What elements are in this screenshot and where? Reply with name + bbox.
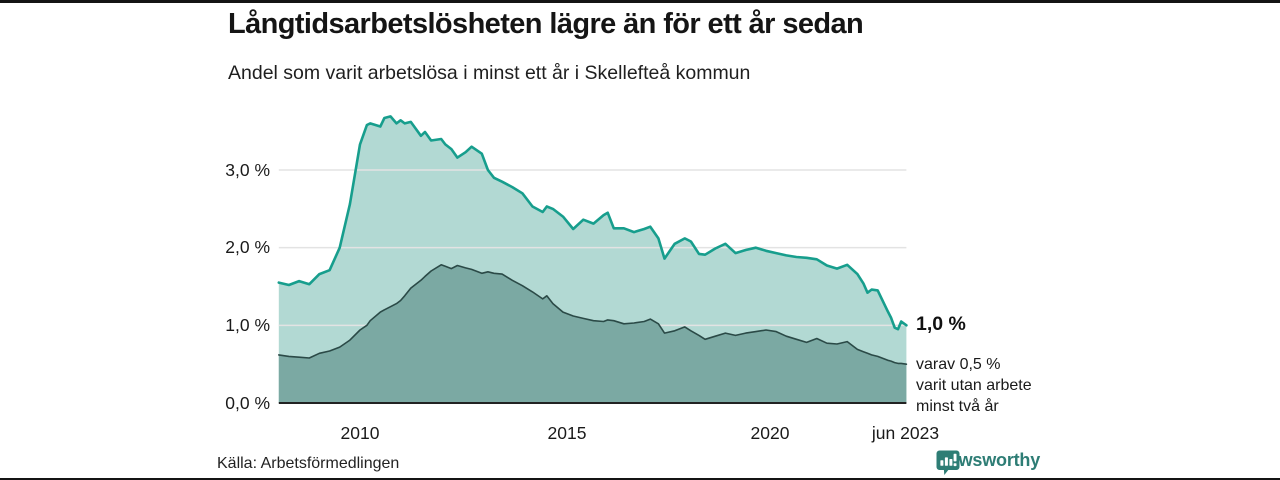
x-axis-label-jun-2023: jun 2023 xyxy=(871,423,940,443)
x-axis-label-2010: 2010 xyxy=(340,423,380,443)
newsworthy-logo[interactable]: Newsworthy xyxy=(936,450,1041,475)
end-value-annotation: 1,0 % xyxy=(916,313,966,335)
y-axis-label-3: 3,0 % xyxy=(225,160,270,180)
x-axis-label-2020: 2020 xyxy=(750,423,790,443)
page-subtitle: Andel som varit arbetslösa i minst ett å… xyxy=(228,62,751,84)
page-title: Långtidsarbetslösheten lägre än för ett … xyxy=(228,8,864,40)
y-axis-label-2: 2,0 % xyxy=(225,237,270,257)
newsworthy-wordmark: Newsworthy xyxy=(936,450,1041,470)
x-axis-label-2015: 2015 xyxy=(547,423,587,443)
newsworthy-bubble-chart-icon xyxy=(936,450,960,475)
bottom-edge-bar xyxy=(0,478,1280,480)
end-note-annotation: varav 0,5 % varit utan arbete minst två … xyxy=(916,354,1032,417)
y-axis-label-0: 0,0 % xyxy=(225,393,270,413)
top-edge-bar xyxy=(0,0,1280,3)
end-note-line-3: minst två år xyxy=(916,398,999,415)
source-note: Källa: Arbetsförmedlingen xyxy=(217,455,400,472)
y-axis-label-1: 1,0 % xyxy=(225,315,270,335)
end-note-line-2: varit utan arbete xyxy=(916,377,1032,394)
end-note-line-1: varav 0,5 % xyxy=(916,356,1001,373)
